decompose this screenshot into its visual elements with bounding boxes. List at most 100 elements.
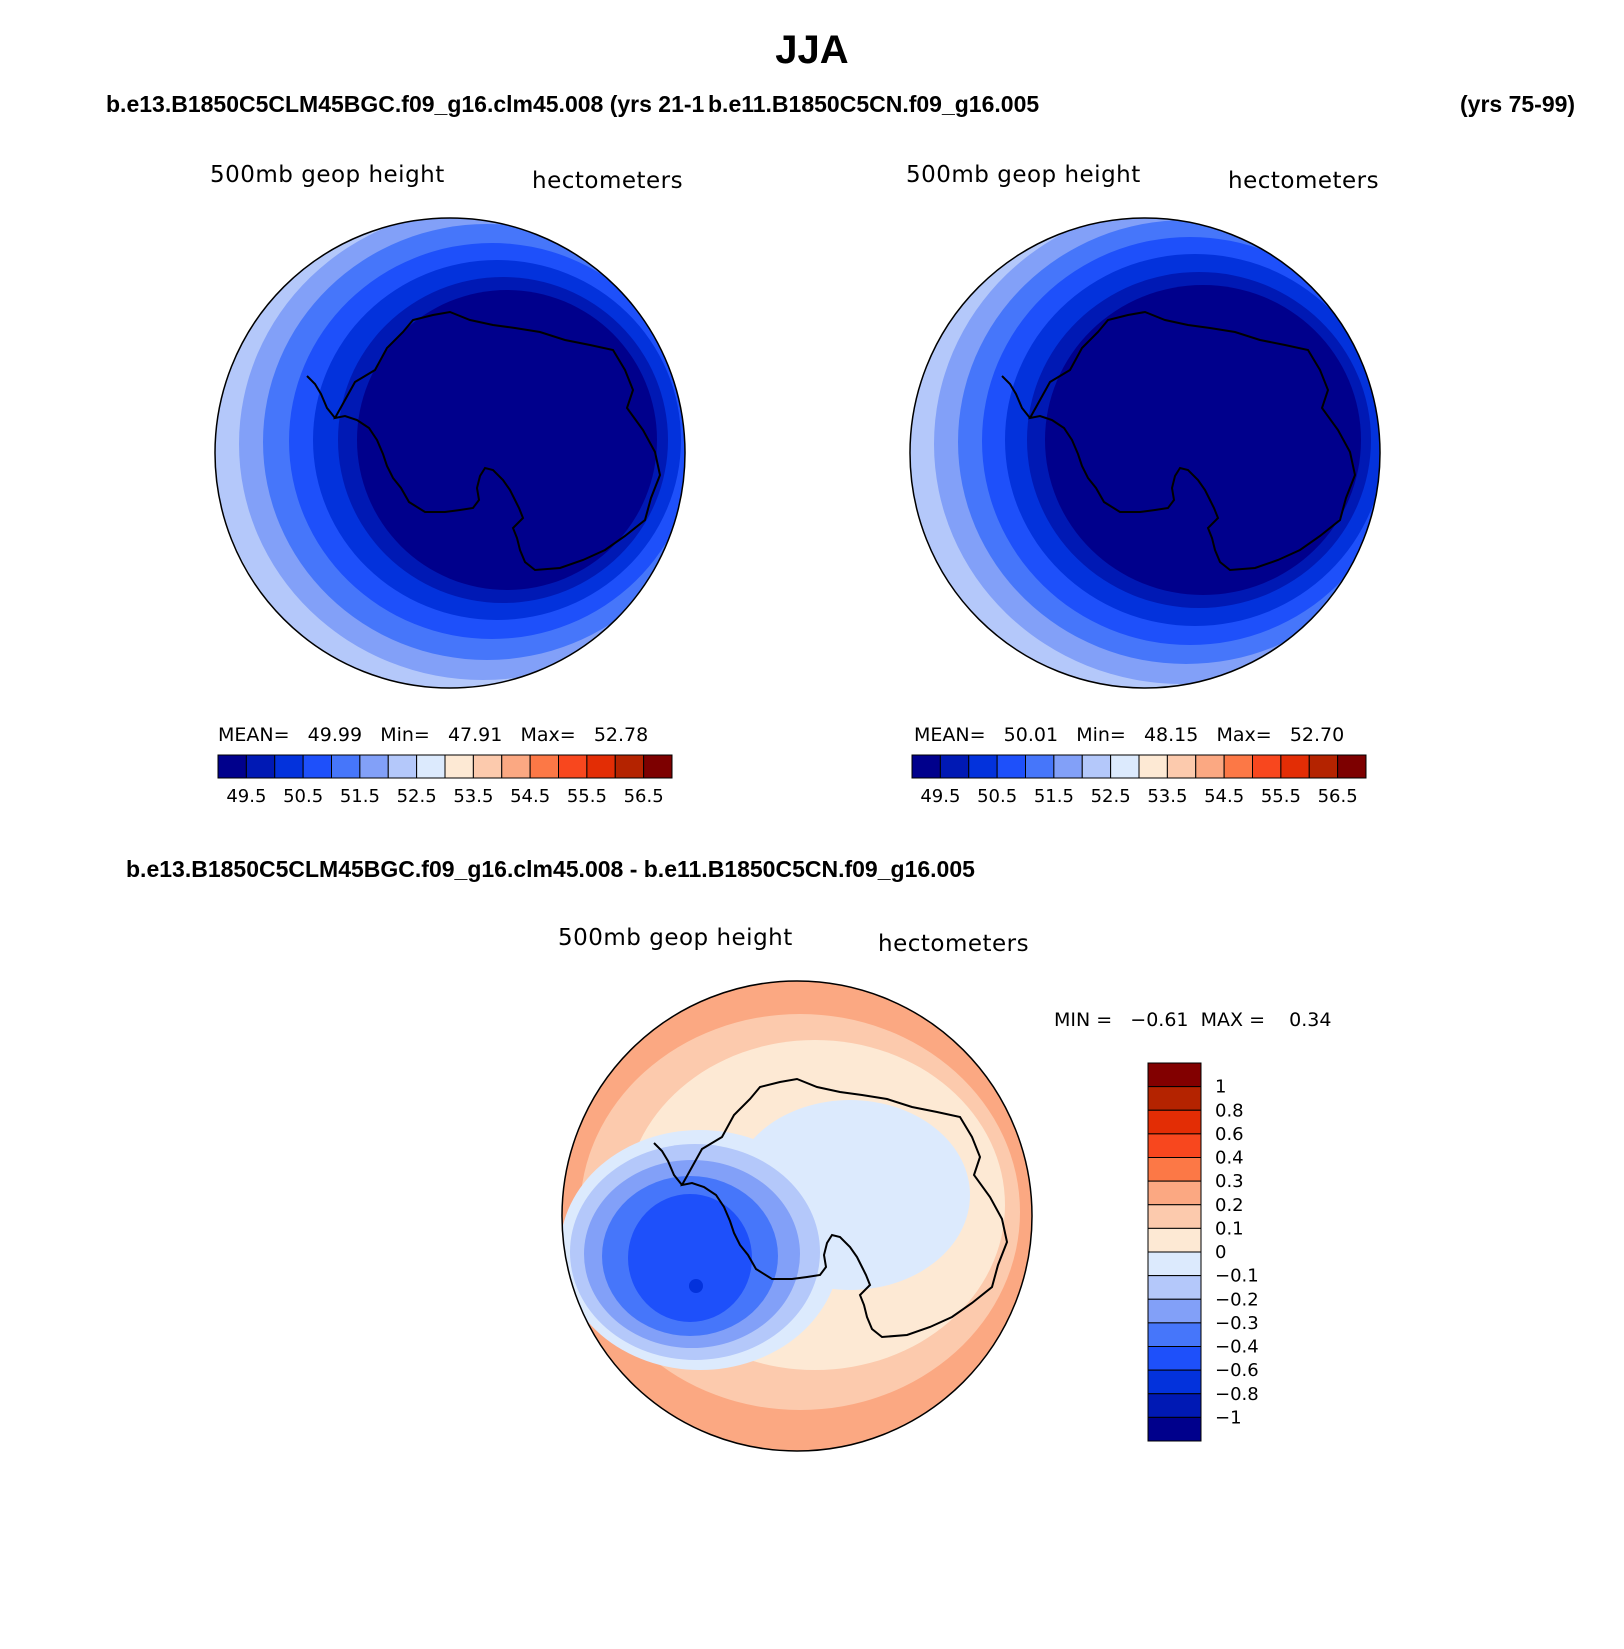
panel2-colorbar-swatch xyxy=(996,754,1026,779)
panel3-colorbar-tick-label: 0.1 xyxy=(1215,1218,1244,1239)
panel3-colorbar-swatch xyxy=(1147,1062,1202,1088)
panel3-colorbar-tick-label: 0.3 xyxy=(1215,1171,1244,1192)
panel3-colorbar-tick-label: −0.1 xyxy=(1215,1266,1259,1287)
panel1-colorbar-tick-label: 52.5 xyxy=(397,786,437,807)
panel2-colorbar-tick-label: 56.5 xyxy=(1318,786,1358,807)
panel1-min: 47.91 xyxy=(447,724,503,746)
panel1-colorbar-tick-label: 55.5 xyxy=(567,786,607,807)
panel2-map xyxy=(910,218,1380,688)
panel1-colorbar-swatch xyxy=(359,754,389,779)
panel1-colorbar-swatch xyxy=(387,754,418,779)
panel1-colorbar-swatch xyxy=(558,754,588,779)
panel2-mean: 50.01 xyxy=(1003,724,1059,746)
panel3-colorbar-swatch xyxy=(1147,1369,1202,1395)
panel3-units: hectometers xyxy=(878,931,1030,957)
panel2-colorbar-swatch xyxy=(1337,754,1367,779)
panel2-colorbar-swatch xyxy=(911,754,941,779)
panel2-colorbar-tick-label: 52.5 xyxy=(1091,786,1131,807)
panel1-max: 52.78 xyxy=(593,724,649,746)
panel2-colorbar-swatch xyxy=(1280,754,1310,779)
case1-header: b.e13.B1850C5CLM45BGC.f09_g16.clm45.008 … xyxy=(106,91,705,117)
panel1-stats: MEAN= 49.99 Min= 47.91 Max= 52.78 xyxy=(218,724,649,746)
panel1-colorbar-swatch xyxy=(614,754,645,779)
panel2-colorbar-swatch xyxy=(1223,754,1253,779)
panel3-colorbar-tick-label: 0 xyxy=(1215,1242,1226,1263)
panel2-colorbar: 49.5 50.5 51.5 52.5 53.5 54.5 55.5 56.5 xyxy=(911,754,1367,807)
case2-header: b.e11.B1850C5CN.f09_g16.005 xyxy=(708,91,1040,117)
panel1-mean: 49.99 xyxy=(307,724,363,746)
panel3-colorbar-swatch xyxy=(1147,1322,1202,1347)
panel1-colorbar-swatch xyxy=(416,754,446,779)
panel2-variable: 500mb geop height xyxy=(906,162,1141,188)
panel2-colorbar-tick-label: 53.5 xyxy=(1147,786,1187,807)
panel3-colorbar-swatch xyxy=(1147,1180,1202,1206)
panel2-colorbar-swatch xyxy=(1053,754,1083,779)
panel2-colorbar-swatch xyxy=(1195,754,1225,779)
panel3-colorbar-swatch xyxy=(1147,1227,1202,1253)
panel2-colorbar-swatch xyxy=(1308,754,1339,779)
panel3-colorbar-tick-label: −0.2 xyxy=(1215,1289,1259,1310)
panel2-min: 48.15 xyxy=(1143,724,1199,746)
panel3-min: −0.61 xyxy=(1130,1009,1189,1031)
panel2-colorbar-swatch xyxy=(1110,754,1140,779)
panel2-stats: MEAN= 50.01 Min= 48.15 Max= 52.70 xyxy=(914,724,1345,746)
panel1-colorbar-swatch xyxy=(245,754,276,779)
panel3-colorbar-tick-label: −0.4 xyxy=(1215,1337,1259,1358)
panel3-map xyxy=(562,981,1032,1451)
panel3-stats: MIN = −0.61 MAX = 0.34 xyxy=(1054,1009,1332,1031)
panel3-colorbar-swatch xyxy=(1147,1275,1202,1300)
case2-years: (yrs 75-99) xyxy=(1460,91,1576,117)
panel2-colorbar-swatch xyxy=(1081,754,1112,779)
panel2-max: 52.70 xyxy=(1289,724,1345,746)
panel3-colorbar-tick-label: 1 xyxy=(1215,1077,1226,1098)
panel2-colorbar-swatch xyxy=(1252,754,1282,779)
panel3-colorbar-tick-label: −1 xyxy=(1215,1407,1242,1428)
panel1-colorbar-tick-label: 53.5 xyxy=(453,786,493,807)
panel1-colorbar-swatch xyxy=(274,754,304,779)
panel3-colorbar: 10.8 0.6 0.40.3 0.20.1 0 −0.1−0.2 −0.3 −0.4−0.6… xyxy=(1147,1062,1259,1442)
panel3-colorbar-swatch xyxy=(1147,1109,1202,1135)
panel1-colorbar-swatch xyxy=(472,754,503,779)
panel2-colorbar-tick-label: 49.5 xyxy=(920,786,960,807)
panel1-variable: 500mb geop height xyxy=(210,162,445,188)
panel2-colorbar-swatch xyxy=(1166,754,1197,779)
panel1-colorbar-tick-label: 54.5 xyxy=(510,786,550,807)
panel3-max: 0.34 xyxy=(1289,1009,1332,1031)
panel1-colorbar-swatch xyxy=(331,754,361,779)
panel3-colorbar-tick-label: −0.3 xyxy=(1215,1313,1259,1334)
panel1-colorbar-swatch xyxy=(302,754,332,779)
panel1-colorbar-swatch xyxy=(643,754,673,779)
panel2-colorbar-swatch xyxy=(968,754,998,779)
panel2-colorbar-tick-label: 54.5 xyxy=(1204,786,1244,807)
panel3-colorbar-tick-label: 0.4 xyxy=(1215,1148,1244,1169)
panel2-colorbar-swatch xyxy=(1138,754,1168,779)
panel3-variable: 500mb geop height xyxy=(558,925,793,951)
panel3-colorbar-swatch xyxy=(1147,1086,1202,1111)
panel1-colorbar-swatch xyxy=(217,754,247,779)
panel1-colorbar-tick-label: 56.5 xyxy=(624,786,664,807)
panel2-colorbar-tick-label: 50.5 xyxy=(977,786,1017,807)
panel3-colorbar-swatch xyxy=(1147,1133,1202,1158)
panel1-map xyxy=(215,218,685,688)
panel2-units: hectometers xyxy=(1228,168,1380,194)
panel2-colorbar-swatch xyxy=(1025,754,1055,779)
panel3-colorbar-swatch xyxy=(1147,1251,1202,1277)
panel3-colorbar-tick-label: −0.8 xyxy=(1215,1384,1259,1405)
panel3-colorbar-swatch xyxy=(1147,1157,1202,1182)
panel1-colorbar: 49.5 50.5 51.5 52.5 53.5 54.5 55.5 56.5 xyxy=(217,754,673,807)
panel3-colorbar-tick-label: 0.6 xyxy=(1215,1124,1244,1145)
panel2-colorbar-tick-label: 51.5 xyxy=(1034,786,1074,807)
panel2-colorbar-tick-label: 55.5 xyxy=(1261,786,1301,807)
panel1-units: hectometers xyxy=(532,168,684,194)
panel1-colorbar-swatch xyxy=(501,754,531,779)
panel3-colorbar-swatch xyxy=(1147,1346,1202,1371)
panel3-colorbar-swatch xyxy=(1147,1298,1202,1324)
panel3-colorbar-swatch xyxy=(1147,1416,1202,1442)
panel1-colorbar-tick-label: 51.5 xyxy=(340,786,380,807)
panel1-colorbar-swatch xyxy=(586,754,616,779)
panel3-colorbar-swatch xyxy=(1147,1393,1202,1418)
panel3-colorbar-swatch xyxy=(1147,1204,1202,1229)
panel1-colorbar-tick-label: 50.5 xyxy=(283,786,323,807)
difference-header: b.e13.B1850C5CLM45BGC.f09_g16.clm45.008 … xyxy=(126,856,975,882)
